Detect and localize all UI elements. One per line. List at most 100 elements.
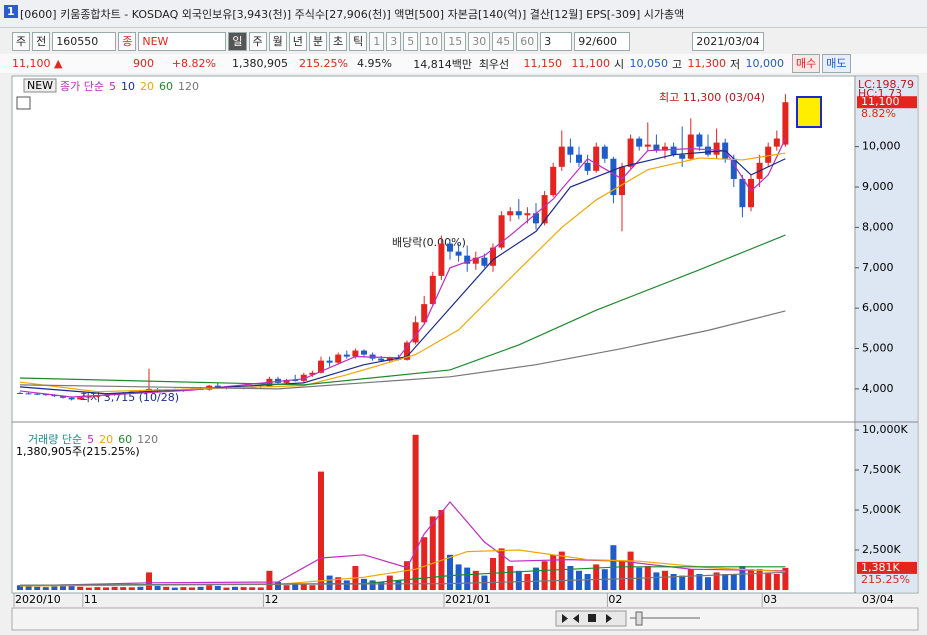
app-icon: 1 [4, 5, 18, 18]
candle-body [455, 251, 462, 256]
interval-button[interactable]: 10 [420, 31, 443, 51]
volume-bar [257, 587, 264, 590]
volume: 1,380,905 [232, 57, 288, 70]
candle-body [17, 392, 23, 394]
volume-bar [765, 572, 772, 590]
volume-bar [567, 566, 574, 590]
amount: 14,814백만 [413, 57, 472, 71]
ma-line [19, 150, 786, 395]
volume-bar [662, 570, 668, 590]
candle-body [773, 138, 780, 147]
candle-body [558, 146, 565, 167]
candle-body [679, 154, 686, 159]
legend-item: 5 [109, 80, 116, 93]
candle-body [300, 374, 307, 381]
candle-body [739, 178, 746, 208]
arrow: ▲ [54, 57, 63, 70]
price[interactable]: 11,100 ▲ [12, 57, 92, 70]
legend-item: 60 [159, 80, 173, 93]
volume-bar [77, 586, 84, 590]
best-label: 최우선 [478, 57, 510, 71]
candle-body [644, 144, 651, 147]
volume-bar [214, 586, 221, 590]
count-select[interactable]: 3 [540, 31, 573, 51]
volume-bar [541, 561, 548, 590]
legend: 거래량 단순 5 20 60 120 [28, 433, 158, 446]
period-button[interactable]: 분 [308, 31, 327, 51]
volume-bar [137, 586, 144, 590]
volume-bar [455, 564, 462, 590]
volume-bar [240, 587, 247, 590]
volume-bar [369, 580, 376, 590]
ask: 11,150 [523, 57, 563, 70]
last-box [857, 96, 917, 109]
candle-body [670, 146, 677, 155]
volume-bar [472, 570, 479, 590]
interval-button[interactable]: 30 [468, 31, 491, 51]
candle-body [429, 275, 436, 305]
candle-body [77, 397, 84, 400]
interval-button[interactable]: 5 [403, 31, 419, 51]
x-tick-label: 2021/01 [445, 593, 491, 606]
period-button[interactable]: 월 [268, 31, 287, 51]
volume-bar [558, 551, 565, 590]
volume-bar [713, 572, 720, 590]
volume-bar [223, 587, 230, 590]
ma-line [19, 310, 786, 390]
volume-bar [515, 570, 522, 590]
volume-bar [283, 585, 290, 590]
volume-bar [386, 575, 393, 590]
dividend-note: 배당락(0.00%) [392, 236, 466, 249]
interval-button[interactable]: 15 [444, 31, 467, 51]
volume-bar [42, 587, 49, 590]
candle-body [472, 257, 479, 264]
volume-bar [146, 572, 152, 590]
candle-body [490, 247, 496, 266]
candle-body [318, 360, 324, 373]
volume-bar [300, 584, 307, 590]
volume-bar [326, 575, 333, 590]
candle-body [309, 372, 316, 375]
date-input[interactable]: 2021/03/04 [692, 31, 764, 51]
x-tick-label: 03 [763, 593, 777, 606]
period-button[interactable]: 년 [288, 31, 307, 51]
period-button[interactable]: 초 [329, 31, 348, 51]
volume-bar [653, 572, 660, 590]
mode-button[interactable]: 주 [12, 31, 31, 51]
stock-name[interactable]: NEW [138, 31, 227, 51]
volume-bar [748, 569, 754, 590]
candle-body [326, 360, 333, 363]
side-label: HC:1.73 [858, 87, 902, 100]
volume-bar [412, 434, 419, 590]
y-tick-label: 7,000 [862, 261, 894, 274]
code-input[interactable]: 160550 [52, 31, 117, 51]
candle-body [515, 211, 522, 216]
last-box [857, 561, 917, 574]
mode-button[interactable]: 전 [32, 31, 51, 51]
volume-bar [34, 586, 41, 590]
interval-button[interactable]: 1 [369, 31, 385, 51]
period-button[interactable]: 일 [228, 31, 247, 51]
volume-bar [696, 574, 703, 590]
candle-body [214, 385, 221, 389]
candle-body [60, 396, 66, 398]
candle-body [627, 138, 634, 167]
interval-button[interactable]: 45 [492, 31, 515, 51]
volume-bar [490, 558, 496, 590]
buy-button[interactable]: 매수 [792, 54, 821, 73]
y-tick-label: 10,000 [862, 140, 901, 153]
y-tick-label: 4,000 [862, 382, 894, 395]
candle-body [610, 158, 617, 196]
badge[interactable]: 종 [118, 31, 137, 51]
interval-button[interactable]: 3 [386, 31, 402, 51]
interval-button[interactable]: 60 [516, 31, 539, 51]
volume-bar [636, 567, 643, 590]
period-button[interactable]: 틱 [349, 31, 368, 51]
toolbar: 주 전 160550 종 NEW 일 주 월 년 분 초 틱 1 3 5 10 15 30 45 60 3 92/600 2… [0, 30, 927, 52]
y-tick-label: 9,000 [862, 180, 894, 193]
volume-bar [60, 584, 66, 590]
period-button[interactable]: 주 [248, 31, 267, 51]
volume-bar [17, 585, 23, 590]
ma-line [19, 234, 786, 386]
sell-button[interactable]: 매도 [822, 54, 851, 73]
